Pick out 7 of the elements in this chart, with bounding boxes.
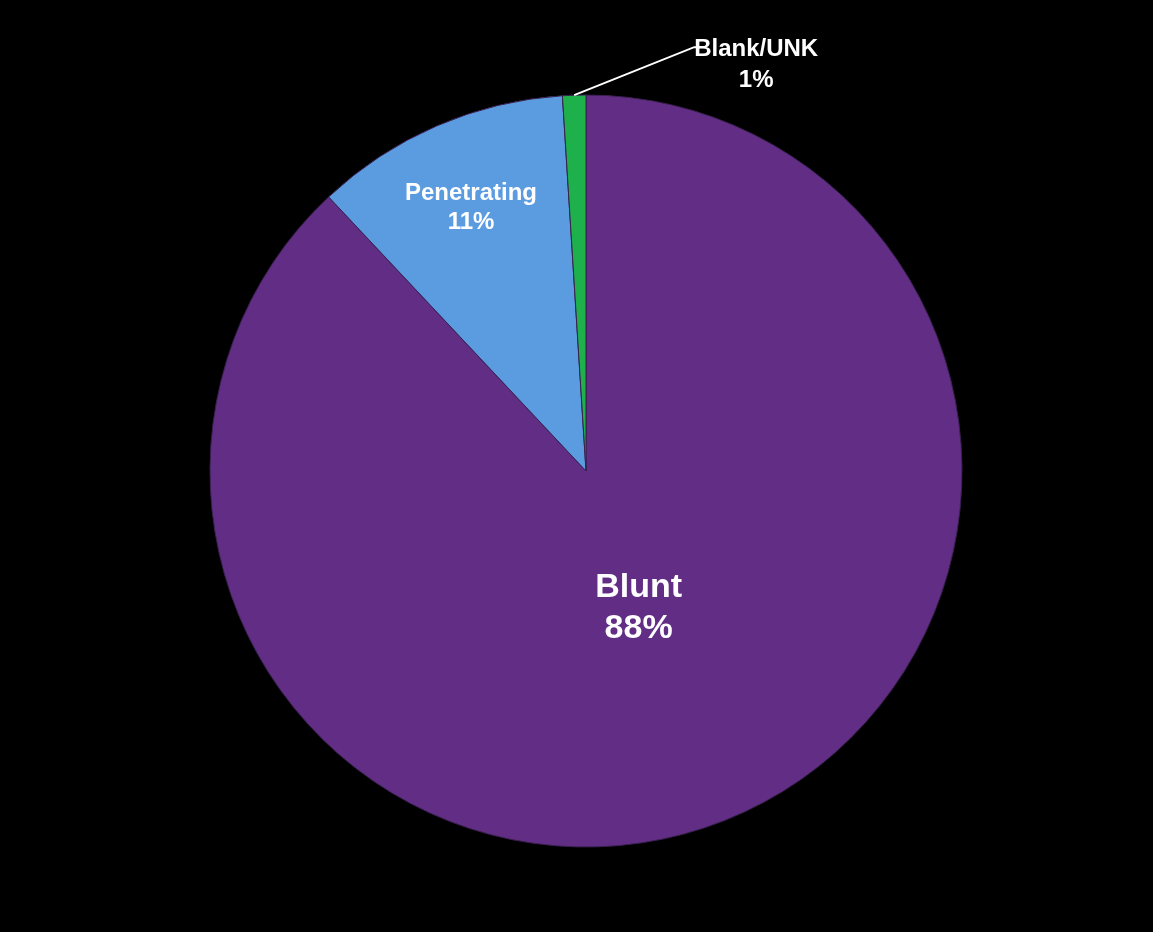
slice-label: Penetrating bbox=[405, 178, 538, 206]
data-label: 1% bbox=[738, 64, 774, 92]
data-label: 88% bbox=[604, 606, 673, 645]
pie-slice bbox=[209, 94, 963, 847]
slice-label: Blunt bbox=[595, 566, 683, 605]
slice-label: Blank/UNK bbox=[694, 33, 819, 61]
data-label: 11% bbox=[447, 207, 495, 235]
